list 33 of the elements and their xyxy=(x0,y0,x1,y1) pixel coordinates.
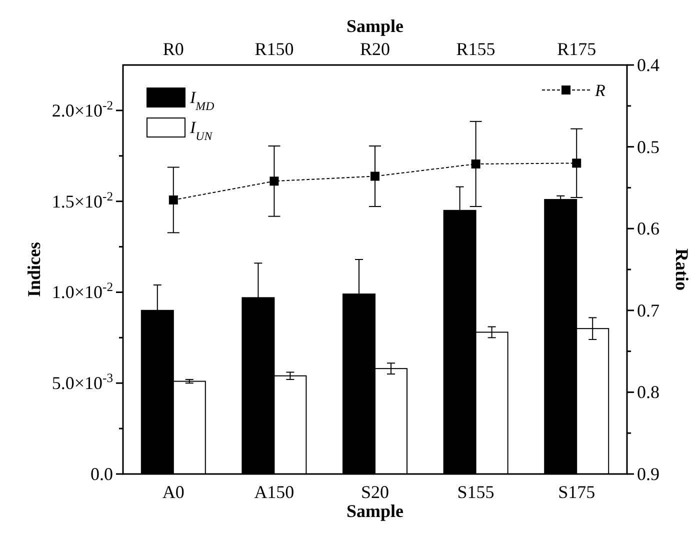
y2-tick-label: 0.9 xyxy=(637,464,660,484)
x2-axis-title: Sample xyxy=(346,16,404,36)
x-axis-title: Sample xyxy=(346,501,404,521)
y2-tick-label: 0.4 xyxy=(637,55,660,75)
legend-label: I$_{UN}$ xyxy=(189,118,214,143)
y2-tick-label: 0.5 xyxy=(637,136,660,157)
point xyxy=(370,172,380,181)
point xyxy=(270,176,279,186)
legend-label: R xyxy=(594,81,606,100)
text: R0 xyxy=(162,39,184,59)
x-tick-label: S175 xyxy=(558,482,596,502)
point xyxy=(168,195,178,204)
x-tick-label: A150 xyxy=(254,482,294,502)
y2-tick-label: 0.8 xyxy=(637,382,660,402)
legend-label: I$_{MD}$ xyxy=(189,88,215,113)
y-tick-label: 2.0×10$^{-2}$ xyxy=(52,98,113,120)
text: R175 xyxy=(557,39,596,59)
text: R20 xyxy=(360,39,390,59)
y2-axis-title: Ratio xyxy=(672,248,691,290)
text: R150 xyxy=(254,39,294,59)
point xyxy=(471,159,480,168)
x-tick-label: A0 xyxy=(162,482,184,502)
y-tick-label: 1.0×10$^{-2}$ xyxy=(52,280,113,302)
point xyxy=(572,158,582,168)
y-tick-label: 1.5×10$^{-2}$ xyxy=(52,189,113,212)
x-tick-label: S155 xyxy=(457,482,494,502)
y-axis-title: Indices xyxy=(24,242,44,298)
x-tick-label: S20 xyxy=(360,482,390,502)
text: R155 xyxy=(456,39,496,59)
y2-tick-label: 0.7 xyxy=(637,300,660,320)
y-tick-label: 5.0×10$^{-3}$ xyxy=(52,371,113,394)
y2-tick-label: 0.6 xyxy=(637,218,660,239)
y-tick-label: 0.0 xyxy=(90,464,113,484)
